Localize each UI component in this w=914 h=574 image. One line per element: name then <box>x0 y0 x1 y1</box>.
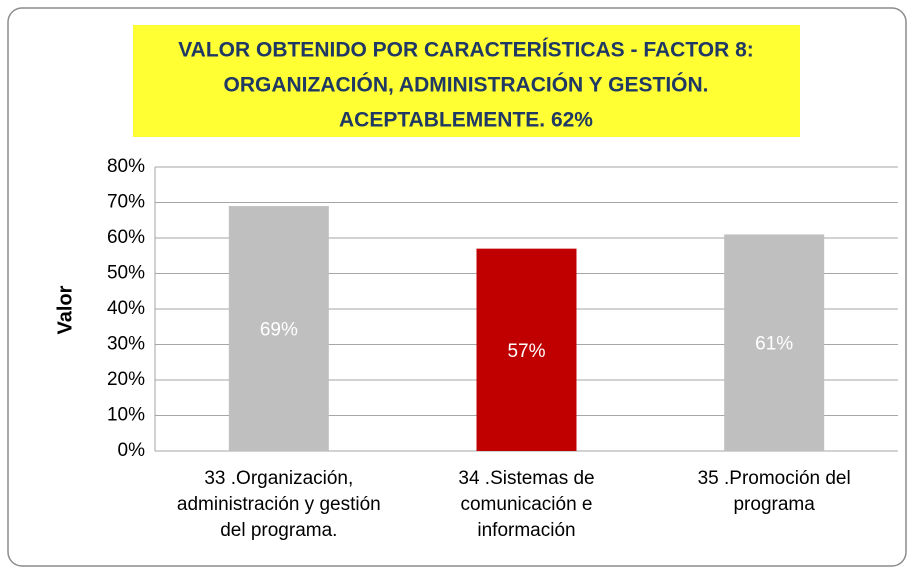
y-tick-label: 40% <box>107 298 145 319</box>
chart-title: ACEPTABLEMENTE. 62% <box>339 109 593 132</box>
bar <box>476 248 577 451</box>
y-tick-label: 80% <box>107 156 145 177</box>
bar <box>724 234 825 451</box>
y-tick-label: 10% <box>107 405 145 426</box>
title-box <box>133 25 800 137</box>
bar <box>228 206 329 451</box>
x-tick-label: 35 .Promoción del programa <box>697 468 851 515</box>
y-tick-label: 30% <box>107 334 145 355</box>
x-tick-label: 33 .Organización, administración y gesti… <box>176 468 381 541</box>
y-tick-label: 0% <box>118 440 146 461</box>
y-axis-label: Valor <box>54 285 76 334</box>
value-label: 69% <box>260 320 298 341</box>
chart-title: VALOR OBTENIDO POR CARACTERÍSTICAS - FAC… <box>178 39 754 62</box>
chart-title: ORGANIZACIÓN, ADMINISTRACIÓN Y GESTIÓN. <box>224 73 709 97</box>
y-tick-label: 50% <box>107 263 145 284</box>
x-tick-label: 34 .Sistemas de comunicación e informaci… <box>458 468 595 541</box>
y-tick-label: 20% <box>107 369 145 390</box>
value-label: 61% <box>755 334 793 355</box>
y-tick-label: 60% <box>107 227 145 248</box>
value-label: 57% <box>507 341 545 362</box>
y-tick-label: 70% <box>107 192 145 213</box>
